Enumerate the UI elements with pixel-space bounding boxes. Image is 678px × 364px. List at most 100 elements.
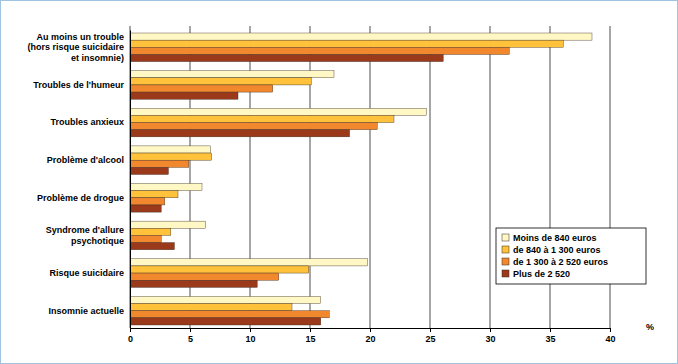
tick-mark xyxy=(610,328,611,332)
tick: 5 xyxy=(188,328,193,344)
label-line: Insomnie actuelle xyxy=(48,306,124,316)
legend-swatch xyxy=(502,258,509,265)
tick-mark xyxy=(490,328,491,332)
bar xyxy=(130,304,292,311)
tick: Problème de drogue xyxy=(37,193,130,203)
tick-mark xyxy=(430,328,431,332)
tick-label: 5 xyxy=(188,334,193,344)
category-label: Risque suicidaire xyxy=(49,268,124,278)
grid-line xyxy=(370,26,371,328)
bar xyxy=(130,167,168,174)
legend-swatch xyxy=(502,246,509,253)
tick-label: 10 xyxy=(245,334,255,344)
chart: 0 5 10 15 20 25 30 35 40% Au moins un trouble(hor… xyxy=(0,0,678,364)
category-label: Troubles anxieux xyxy=(50,117,124,127)
tick-label: 0 xyxy=(128,334,133,344)
bar xyxy=(130,92,238,99)
x-axis: 0 5 10 15 20 25 30 35 40 xyxy=(128,328,616,344)
legend-swatch xyxy=(502,234,509,241)
legend-box xyxy=(496,228,646,284)
tick: Troubles de l'humeur xyxy=(33,80,130,90)
tick: 25 xyxy=(425,328,435,344)
bar xyxy=(130,273,279,280)
y-axis: Au moins un trouble(hors risque suicidai… xyxy=(27,31,130,329)
tick-mark xyxy=(370,328,371,332)
bar xyxy=(130,85,273,92)
tick: 15 xyxy=(305,328,315,344)
legend-item: Moins de 840 euros xyxy=(502,233,597,243)
bar xyxy=(130,311,329,318)
bar xyxy=(130,296,321,303)
bar xyxy=(130,78,311,85)
bar xyxy=(130,33,592,40)
label-line: Troubles de l'humeur xyxy=(33,80,124,90)
legend-label: de 1 300 à 2 520 euros xyxy=(513,257,608,267)
tick: Problème d'alcool xyxy=(47,155,130,165)
axis-line xyxy=(130,31,131,329)
tick-mark xyxy=(310,328,311,332)
bar xyxy=(130,115,394,122)
bar xyxy=(130,191,178,198)
bar xyxy=(130,40,563,47)
category-label: Syndrome d'allurepsychotique xyxy=(46,225,124,246)
tick-mark xyxy=(550,328,551,332)
label-line: Problème de drogue xyxy=(37,193,124,203)
category-label: Troubles de l'humeur xyxy=(33,80,124,90)
tick-label: 20 xyxy=(365,334,375,344)
bar xyxy=(130,243,174,250)
label-line: Troubles anxieux xyxy=(50,117,124,127)
tick: Au moins un trouble(hors risque suicidai… xyxy=(27,32,130,63)
tick-label: 40 xyxy=(605,334,615,344)
category-label: Insomnie actuelle xyxy=(48,306,124,316)
legend-item: Plus de 2 520 xyxy=(502,269,570,279)
bar xyxy=(130,259,368,266)
bar xyxy=(130,71,334,78)
tick: Risque suicidaire xyxy=(49,268,130,278)
bar xyxy=(130,280,257,287)
background xyxy=(1,1,678,364)
bar xyxy=(130,221,206,228)
legend: Moins de 840 euros de 840 à 1 300 euros de… xyxy=(496,228,646,284)
bar xyxy=(130,160,189,167)
label-line: et insomnie) xyxy=(71,53,124,63)
tick-label: 15 xyxy=(305,334,315,344)
bar xyxy=(130,123,377,130)
category-label: Problème de drogue xyxy=(37,193,124,203)
bar xyxy=(130,318,321,325)
tick-mark xyxy=(130,328,131,332)
category-label: Au moins un trouble(hors risque suicidai… xyxy=(27,32,124,63)
bar xyxy=(130,184,202,191)
tick-label: 35 xyxy=(545,334,555,344)
legend-label: Moins de 840 euros xyxy=(513,233,597,243)
tick: 20 xyxy=(365,328,375,344)
tick: 40 xyxy=(605,328,615,344)
tick: 35 xyxy=(545,328,555,344)
tick: Syndrome d'allurepsychotique xyxy=(46,225,130,246)
legend-item: de 840 à 1 300 euros xyxy=(502,245,601,255)
label-line: psychotique xyxy=(71,236,124,246)
label-line: Risque suicidaire xyxy=(49,268,124,278)
grid-line xyxy=(130,26,131,328)
tick-label: 25 xyxy=(425,334,435,344)
legend-swatch xyxy=(502,270,509,277)
bar xyxy=(130,228,171,235)
tick-mark xyxy=(190,328,191,332)
bar xyxy=(130,235,161,242)
tick: 0 xyxy=(128,328,133,344)
tick: 30 xyxy=(485,328,495,344)
tick: Troubles anxieux xyxy=(50,117,130,127)
legend-label: de 840 à 1 300 euros xyxy=(513,245,601,255)
axis-title: % xyxy=(646,322,654,332)
label-line: Problème d'alcool xyxy=(47,155,124,165)
bar xyxy=(130,146,210,153)
grid-line xyxy=(430,26,431,328)
bar xyxy=(130,266,309,273)
grid-line xyxy=(490,26,491,328)
tick-label: 30 xyxy=(485,334,495,344)
bar xyxy=(130,205,161,212)
legend-item: de 1 300 à 2 520 euros xyxy=(502,257,608,267)
bar xyxy=(130,108,426,115)
bar xyxy=(130,198,165,205)
tick: Insomnie actuelle xyxy=(48,306,130,316)
bar xyxy=(130,153,212,160)
